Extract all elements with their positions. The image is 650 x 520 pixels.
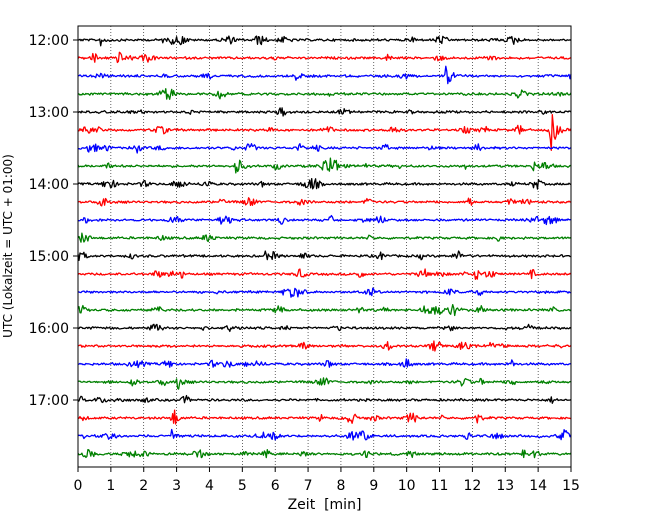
trace-2: [77, 65, 572, 85]
x-tick-label: 6: [271, 478, 280, 494]
trace-21: [77, 409, 572, 425]
trace-13: [77, 268, 572, 280]
plot-background: [78, 26, 571, 467]
trace-6: [77, 143, 572, 154]
trace-4: [77, 107, 572, 117]
x-tick-label: 10: [398, 478, 416, 494]
y-tick-label: 17:00: [29, 393, 69, 409]
trace-22: [77, 428, 572, 441]
x-tick-label: 2: [139, 478, 148, 494]
trace-15: [77, 303, 572, 317]
x-tick-label: 13: [496, 478, 514, 494]
trace-14: [77, 287, 571, 298]
trace-16: [77, 323, 572, 333]
x-tick-label: 3: [172, 478, 181, 494]
trace-7: [77, 157, 572, 174]
y-tick-label: 12:00: [29, 33, 69, 49]
y-tick-label: 16:00: [29, 321, 69, 337]
x-tick-label: 1: [106, 478, 115, 494]
trace-8: [77, 177, 572, 190]
y-axis-label: UTC (Lokalzeit = UTC + 01:00): [1, 154, 15, 338]
trace-group: [77, 35, 572, 459]
trace-3: [77, 88, 572, 100]
x-tick-label: 9: [369, 478, 378, 494]
x-tick-label: 5: [238, 478, 247, 494]
trace-1: [77, 51, 572, 64]
trace-17: [77, 340, 572, 352]
x-tick-label: 15: [562, 478, 580, 494]
x-tick-label: 11: [431, 478, 449, 494]
y-tick-label: 14:00: [29, 177, 69, 193]
trace-5: [77, 114, 572, 151]
x-tick-label: 7: [304, 478, 313, 494]
trace-19: [77, 377, 572, 390]
trace-12: [77, 250, 572, 262]
trace-0: [77, 35, 572, 47]
x-tick-label: 12: [463, 478, 481, 494]
x-axis-label: Zeit [min]: [288, 497, 362, 513]
plot-frame: [77, 25, 572, 468]
x-tick-label: 8: [336, 478, 345, 494]
trace-10: [77, 214, 572, 226]
y-tick-label: 15:00: [29, 249, 69, 265]
x-tick-label: 4: [205, 478, 214, 494]
y-tick-label: 13:00: [29, 105, 69, 121]
trace-9: [77, 197, 572, 207]
x-tick-label: 14: [529, 478, 547, 494]
x-axis-ticks: 0 1 2 3 4 5 6 7 8 9 10 11 12 13 14 15: [74, 467, 580, 494]
y-axis-ticks: 12:00 13:00 14:00 15:00 16:00 17:00: [29, 33, 78, 409]
trace-20: [77, 394, 572, 404]
x-tick-label: 0: [74, 478, 83, 494]
trace-23: [77, 448, 572, 459]
trace-18: [77, 358, 572, 369]
trace-11: [77, 232, 572, 243]
